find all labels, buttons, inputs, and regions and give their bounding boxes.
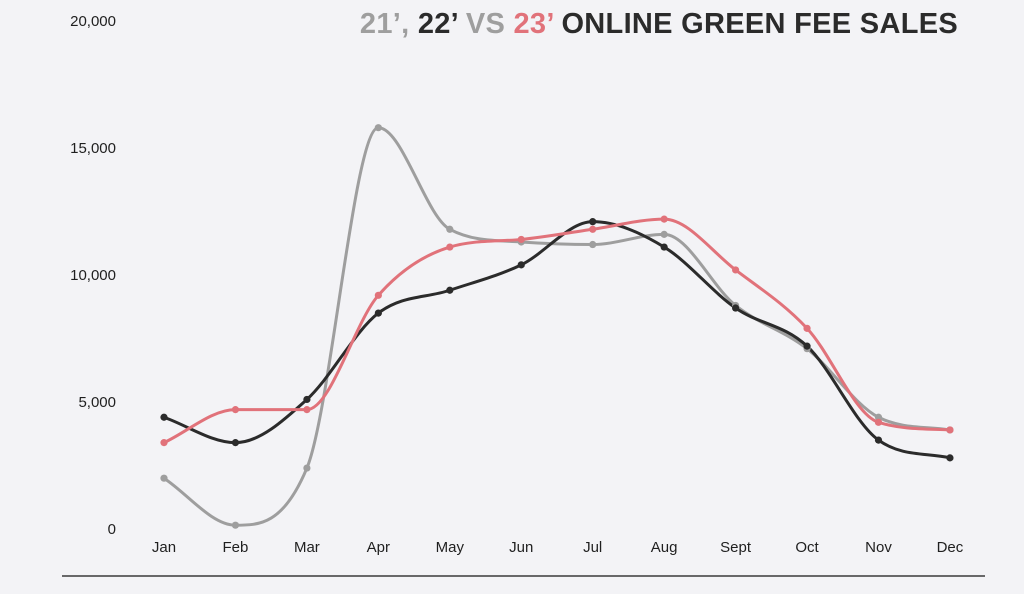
data-point (946, 426, 954, 434)
data-point (803, 342, 811, 350)
y-tick-label: 15,000 (70, 140, 116, 157)
title-part-23: 23’ (513, 8, 562, 40)
data-point (803, 324, 811, 332)
data-point (660, 243, 668, 251)
data-point (231, 521, 240, 529)
x-tick-label: Nov (865, 539, 892, 556)
data-point (303, 464, 311, 472)
series-line-1 (162, 220, 952, 460)
data-point (446, 225, 454, 233)
series-lines (162, 126, 952, 527)
data-point (517, 261, 525, 269)
data-point (589, 218, 597, 226)
data-point (231, 439, 240, 447)
data-point (660, 230, 668, 238)
data-point (660, 215, 668, 223)
data-point (446, 243, 454, 251)
x-tick-label: Jun (509, 539, 533, 556)
data-point (374, 309, 382, 317)
title-part-22: 22’ (417, 8, 466, 40)
y-axis-ticks: 0 5,000 10,000 15,000 20,000 (70, 13, 116, 538)
y-tick-label: 0 (108, 521, 116, 538)
series-points (160, 124, 954, 529)
y-tick-label: 20,000 (70, 13, 116, 30)
data-point (874, 436, 883, 444)
title-part-vs: VS (465, 8, 514, 40)
data-point (517, 235, 525, 244)
data-point (303, 395, 311, 404)
chart-title: 21’, 22’ VS 23’ ONLINE GREEN FEE SALES (360, 8, 958, 41)
data-point (231, 406, 240, 414)
data-point (874, 413, 883, 421)
x-axis-ticks: Jan Feb Mar Apr May Jun Jul Aug Sept Oct Nov Dec (152, 539, 964, 556)
data-point (589, 240, 597, 249)
x-tick-label: Jul (583, 539, 602, 556)
x-tick-label: Sept (720, 539, 752, 556)
data-point (303, 406, 311, 414)
y-tick-label: 10,000 (70, 267, 116, 284)
x-tick-label: Aug (651, 539, 678, 556)
data-point (446, 286, 454, 294)
x-tick-label: Dec (937, 539, 964, 556)
data-point (874, 418, 883, 426)
y-tick-label: 5,000 (78, 394, 116, 411)
data-point (946, 454, 954, 462)
series-line-2 (162, 217, 952, 445)
data-point (160, 439, 168, 447)
x-tick-label: May (436, 539, 465, 556)
data-point (160, 413, 168, 421)
title-part-main: ONLINE GREEN FEE SALES (561, 8, 958, 40)
x-tick-label: Feb (223, 539, 249, 556)
data-point (732, 266, 740, 274)
x-tick-label: Apr (367, 539, 390, 556)
x-tick-label: Jan (152, 539, 176, 556)
data-point (160, 474, 168, 482)
data-point (374, 291, 382, 299)
data-point (589, 225, 597, 233)
series-line-0 (162, 126, 952, 527)
data-point (732, 304, 740, 312)
x-tick-label: Mar (294, 539, 320, 556)
title-part-21: 21’, (359, 8, 418, 40)
x-tick-label: Oct (795, 539, 819, 556)
data-point (374, 124, 382, 132)
